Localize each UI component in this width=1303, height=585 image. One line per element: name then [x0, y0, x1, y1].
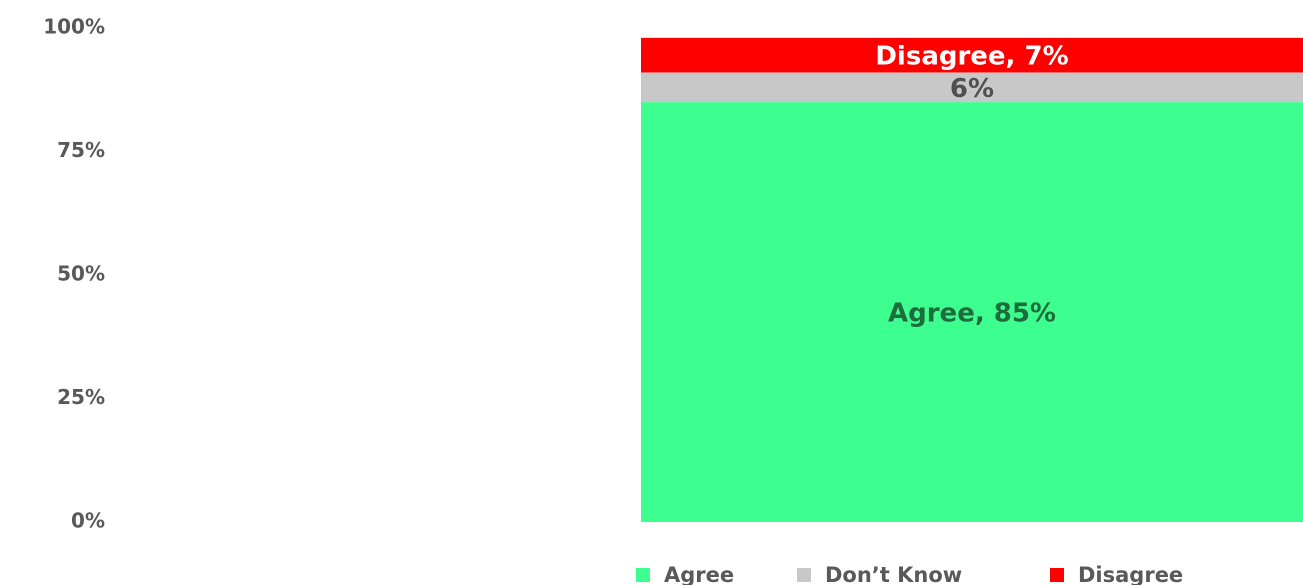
legend-swatch: [636, 568, 650, 582]
legend-swatch: [797, 568, 811, 582]
data-label: Disagree, 7%: [875, 42, 1068, 72]
legend-label: Don’t Know: [825, 563, 962, 585]
legend-swatch: [1050, 568, 1064, 582]
data-label: Agree, 85%: [888, 299, 1056, 329]
bar-segment: [641, 37, 1303, 73]
y-tick-label: 100%: [43, 15, 105, 39]
legend-label: Disagree: [1078, 563, 1183, 585]
y-tick-label: 75%: [57, 138, 105, 162]
bar-segment: [641, 72, 1303, 103]
data-label: 6%: [950, 74, 994, 104]
legend-label: Agree: [664, 563, 734, 585]
y-tick-label: 0%: [71, 509, 105, 533]
bar-segment: [641, 102, 1303, 522]
y-tick-label: 50%: [57, 262, 105, 286]
y-tick-label: 25%: [57, 385, 105, 409]
